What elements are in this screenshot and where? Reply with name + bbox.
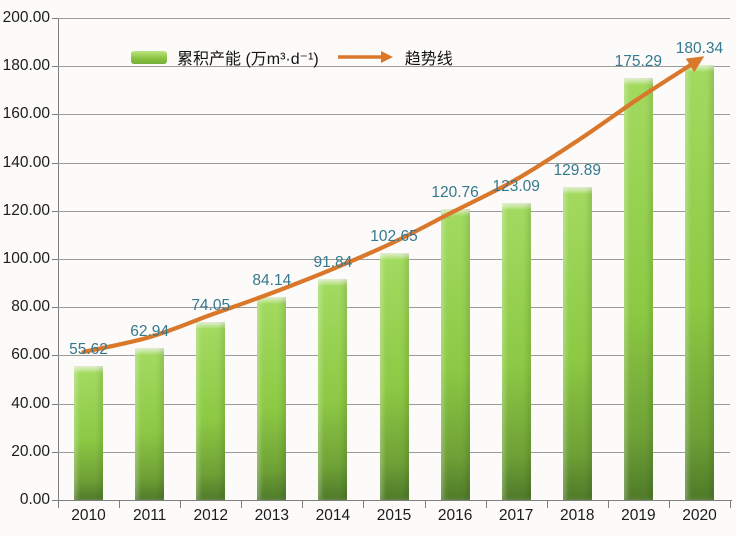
- bar-2019: [623, 77, 653, 500]
- x-axis-tick: [363, 501, 365, 508]
- y-axis-tick: [52, 355, 58, 357]
- bar-value-label: 123.09: [492, 178, 540, 196]
- x-axis-tick: [485, 501, 487, 508]
- bar-value-label: 91.84: [313, 253, 353, 271]
- y-axis-tick: [52, 210, 58, 212]
- bar-2015: [379, 252, 409, 500]
- x-axis-label: 2011: [132, 507, 167, 524]
- y-axis-label: 100.00: [2, 250, 50, 267]
- y-axis-tick: [52, 18, 58, 19]
- bar-2017: [501, 203, 531, 500]
- x-axis-label: 2013: [254, 507, 290, 524]
- bar-value-label: 84.14: [252, 272, 292, 290]
- bar-series-swatch-icon: [131, 50, 167, 64]
- x-axis-tick: [119, 501, 121, 508]
- x-axis-tick: [58, 501, 59, 508]
- x-axis-tick: [668, 501, 670, 508]
- y-axis-label: 180.00: [2, 57, 50, 75]
- x-axis-label: 2019: [621, 507, 656, 524]
- y-axis-label: 80.00: [11, 298, 50, 316]
- bar-2013: [257, 297, 287, 500]
- x-axis-label: 2010: [71, 507, 106, 524]
- y-axis-tick: [52, 162, 58, 164]
- trend-arrow-icon: [337, 51, 393, 63]
- x-axis-tick: [730, 501, 731, 508]
- bar-2018: [562, 186, 592, 500]
- chart-legend: 累积产能 (万m³·d⁻¹) 趋势线: [131, 45, 453, 69]
- y-axis-tick: [52, 451, 58, 453]
- y-axis-label: 0.00: [19, 491, 50, 508]
- bar-series-label: 累积产能 (万m³·d⁻¹): [177, 51, 319, 68]
- bar-value-label: 74.05: [191, 296, 231, 314]
- bar-2020: [684, 65, 714, 500]
- y-axis-label: 120.00: [2, 201, 50, 219]
- y-axis-label: 60.00: [11, 346, 50, 364]
- y-axis-label: 20.00: [11, 442, 50, 460]
- x-axis-label: 2014: [315, 507, 351, 524]
- bar-value-label: 180.34: [675, 40, 724, 58]
- x-axis-label: 2020: [682, 507, 717, 524]
- y-axis-label: 200.00: [2, 9, 50, 26]
- y-axis-label: 140.00: [2, 153, 50, 171]
- y-axis-tick: [52, 66, 58, 68]
- y-axis-label: 40.00: [11, 394, 50, 412]
- bar-2016: [440, 208, 470, 500]
- x-axis-label: 2016: [437, 507, 473, 524]
- x-axis-label: 2018: [560, 507, 595, 524]
- bar-value-label: 129.89: [553, 161, 601, 179]
- bar-2011: [135, 348, 165, 500]
- bar-value-label: 62.94: [130, 323, 170, 341]
- x-axis-label: 2017: [498, 507, 534, 524]
- bar-2012: [196, 321, 226, 500]
- bar-2014: [318, 278, 348, 500]
- x-axis-label: 2012: [193, 507, 228, 524]
- y-axis-tick: [52, 259, 58, 260]
- x-axis-tick: [180, 501, 182, 508]
- x-axis-tick: [302, 501, 304, 508]
- x-axis-line: [52, 500, 732, 501]
- x-axis-tick: [241, 501, 243, 508]
- y-axis-tick: [52, 403, 58, 405]
- bar-value-label: 55.62: [69, 340, 108, 358]
- x-axis-tick: [546, 501, 548, 508]
- bar-value-label: 102.65: [370, 227, 418, 245]
- y-axis-tick: [52, 114, 58, 116]
- trend-series-label: 趋势线: [404, 51, 453, 68]
- x-axis-tick: [424, 501, 426, 508]
- bar-2010: [74, 365, 104, 500]
- x-axis-tick: [607, 501, 609, 508]
- y-axis-label: 160.00: [2, 105, 50, 123]
- gridline: [58, 18, 730, 19]
- x-axis-label: 2015: [376, 507, 412, 524]
- y-axis-tick: [52, 307, 58, 309]
